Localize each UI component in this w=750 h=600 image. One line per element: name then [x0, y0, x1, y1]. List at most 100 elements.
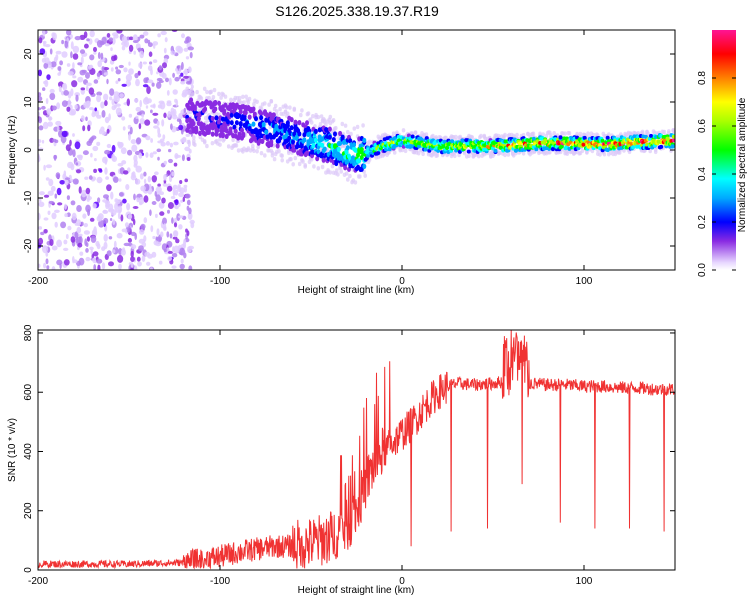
noise-speck: [155, 213, 158, 218]
noise-speck: [80, 87, 86, 91]
noise-speck: [113, 91, 120, 99]
ridge-halo: [270, 150, 275, 155]
ridge-halo: [521, 151, 526, 156]
noise-speck: [67, 225, 72, 231]
noise-speck: [38, 116, 43, 124]
noise-speck: [135, 137, 142, 145]
y-tick-label: 800: [23, 324, 34, 341]
ridge-halo: [275, 113, 279, 118]
ridge-halo: [672, 128, 675, 133]
noise-speck: [168, 158, 173, 164]
noise-speck: [137, 261, 142, 267]
noise-speck: [57, 66, 62, 71]
ridge-cell: [254, 116, 258, 122]
noise-speck: [170, 50, 176, 56]
noise-speck: [74, 92, 80, 97]
ridge-cell: [289, 117, 294, 123]
noise-speck: [147, 176, 151, 183]
noise-speck: [124, 222, 129, 228]
ridge-halo: [292, 107, 297, 112]
noise-speck: [56, 102, 61, 110]
noise-speck: [135, 106, 142, 112]
noise-speck: [157, 183, 161, 187]
noise-speck: [64, 40, 69, 49]
ridge-cell: [315, 156, 320, 162]
ridge-halo: [252, 148, 256, 153]
noise-speck: [175, 238, 180, 244]
x-tick-label: 100: [576, 276, 593, 287]
noise-speck: [108, 113, 111, 121]
noise-speck: [71, 80, 78, 88]
noise-speck: [160, 141, 166, 147]
ridge-cell: [229, 112, 234, 118]
ridge-halo: [280, 153, 285, 158]
noise-speck: [67, 99, 72, 108]
ridge-halo: [479, 133, 483, 139]
ridge-halo: [349, 131, 353, 137]
noise-speck: [104, 167, 108, 175]
colorbar-bar: [712, 30, 736, 270]
ridge-halo: [454, 134, 458, 140]
ridge-halo: [622, 148, 626, 153]
noise-speck: [157, 156, 160, 161]
ridge-halo: [217, 91, 221, 97]
noise-speck: [64, 213, 68, 218]
noise-speck: [141, 113, 145, 118]
noise-speck: [140, 223, 146, 230]
ridge-cell: [222, 108, 227, 114]
noise-speck: [38, 226, 43, 230]
noise-speck: [131, 144, 138, 153]
ridge-cell: [243, 110, 248, 116]
noise-speck: [69, 139, 72, 146]
y-tick-label: 10: [23, 96, 34, 108]
ridge-cell: [559, 144, 564, 149]
noise-speck: [157, 104, 163, 109]
ridge-cell: [493, 148, 498, 153]
ridge-cell: [210, 116, 215, 122]
ridge-cell: [313, 137, 318, 143]
ridge-halo: [318, 122, 323, 127]
noise-speck: [123, 170, 129, 175]
noise-speck: [171, 217, 174, 224]
ridge-cell: [297, 131, 302, 137]
ridge-cell: [259, 115, 264, 121]
noise-speck: [161, 119, 165, 127]
noise-speck: [157, 127, 161, 135]
ridge-halo: [662, 129, 667, 135]
ridge-cell: [376, 151, 381, 155]
ridge-cell: [387, 147, 392, 152]
noise-speck: [172, 89, 178, 95]
noise-speck: [135, 115, 139, 120]
noise-speck: [139, 50, 144, 59]
ridge-cell: [238, 109, 243, 115]
noise-speck: [145, 152, 149, 158]
ridge-halo: [578, 131, 583, 137]
ridge-halo: [346, 129, 350, 135]
ridge-cell: [392, 136, 397, 141]
noise-speck: [85, 72, 90, 79]
noise-speck: [133, 159, 138, 166]
noise-speck: [165, 77, 169, 83]
noise-speck: [48, 178, 54, 187]
noise-speck: [158, 65, 163, 71]
noise-speck: [160, 30, 167, 36]
ridge-halo: [648, 148, 652, 154]
noise-speck: [143, 195, 149, 203]
ridge-cell: [316, 149, 321, 155]
noise-speck: [85, 248, 89, 253]
noise-speck: [172, 246, 175, 253]
noise-speck: [173, 230, 178, 238]
ridge-cell: [649, 133, 653, 138]
ridge-halo: [263, 153, 267, 158]
noise-speck: [103, 93, 109, 102]
noise-speck: [86, 38, 90, 42]
ridge-halo: [209, 89, 214, 94]
noise-speck: [179, 180, 183, 184]
noise-speck: [109, 88, 115, 96]
noise-speck: [162, 134, 166, 140]
ridge-cell: [206, 129, 211, 135]
ridge-halo: [272, 157, 277, 162]
noise-speck: [77, 62, 83, 66]
noise-speck: [66, 30, 72, 36]
ridge-cell: [491, 146, 495, 151]
